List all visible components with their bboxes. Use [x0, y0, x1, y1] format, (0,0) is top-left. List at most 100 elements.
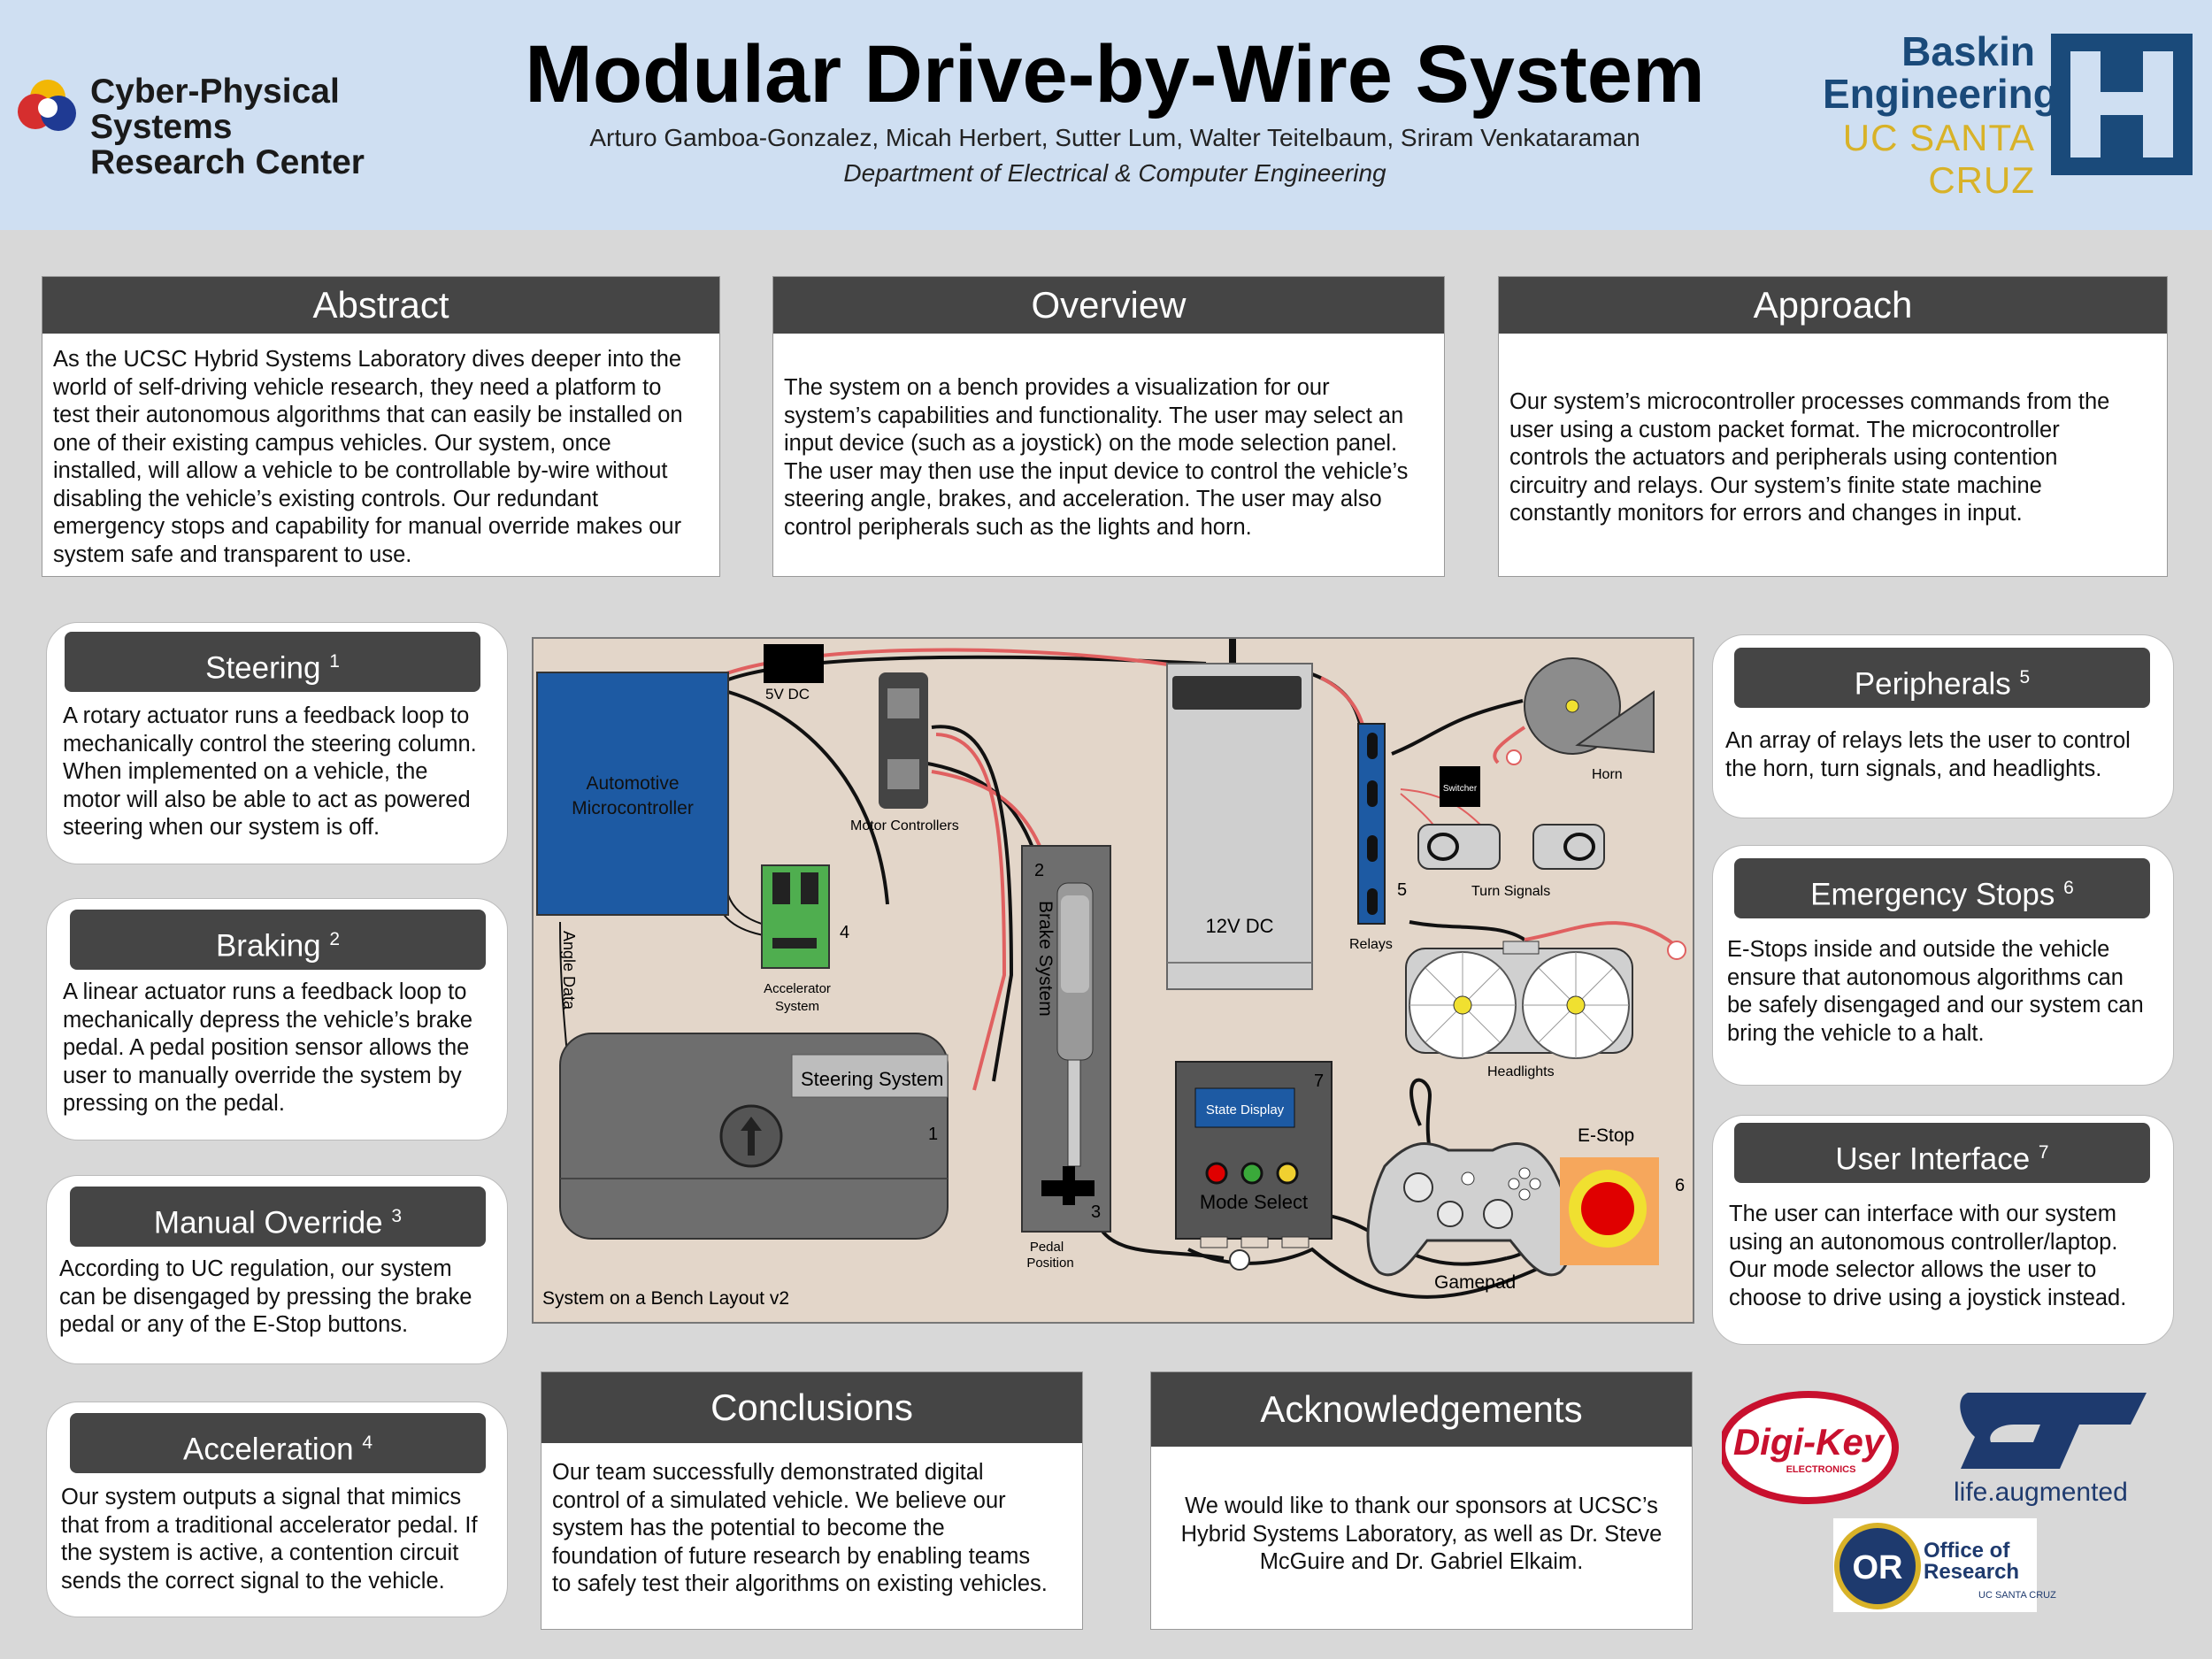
wire [1391, 699, 1524, 756]
sponsor-logos: Digi-Key ELECTRONICS life.augmented OR O… [1718, 1371, 2182, 1619]
diagram-canvas: 5V DC Automotive Microcontroller Motor C… [536, 639, 1686, 1309]
wire [727, 690, 889, 905]
steering-line: mechanically control the steering column… [63, 731, 477, 757]
acceleration-line: Our system outputs a signal that mimics [61, 1485, 462, 1509]
wire [1524, 921, 1677, 947]
user-interface-line: choose to drive using a joystick instead… [1729, 1285, 2127, 1310]
steering-ref: 1 [329, 651, 340, 672]
label-mode-select: Mode Select [1200, 1191, 1308, 1213]
org-name-line1: Cyber-Physical Systems [90, 73, 340, 146]
peripherals-box: Peripherals 5 An array of relays lets th… [1712, 634, 2174, 818]
st-logo-icon [1960, 1393, 2147, 1469]
label-num-4: 4 [840, 923, 849, 942]
estops-ref: 6 [2063, 878, 2074, 898]
estops-line: bring the vehicle to a halt. [1727, 1020, 1985, 1046]
braking-line: pressing on the pedal. [63, 1091, 285, 1116]
braking-line: user to manually override the system by [63, 1063, 462, 1088]
overview-line: The system on a bench provides a visuali… [784, 375, 1330, 400]
steering-line: When implemented on a vehicle, the [63, 759, 428, 784]
st-tagline: life.augmented [1954, 1478, 2128, 1507]
abstract-line: installed, will allow a vehicle to be co… [53, 458, 668, 483]
estops-line: be safely disengaged and our system can [1727, 993, 2144, 1018]
user-interface-title: User Interface [1835, 1141, 2031, 1177]
poster-title: Modular Drive-by-Wire System [525, 29, 1705, 119]
power-supply-terminal [1172, 676, 1302, 710]
wire [1409, 1078, 1438, 1179]
manual-override-ref: 3 [391, 1206, 403, 1226]
estops-line: E-Stops inside and outside the vehicle [1727, 937, 2110, 962]
poster-department: Department of Electrical & Computer Engi… [843, 159, 1386, 187]
overview-heading: Overview [773, 277, 1444, 334]
label-num-6: 6 [1675, 1176, 1685, 1195]
estops-line: ensure that autonomous algorithms can [1727, 964, 2124, 990]
wire [935, 733, 1007, 1091]
braking-line: mechanically depress the vehicle’s brake [63, 1007, 473, 1033]
abstract-line: disabling the vehicle’s existing control… [53, 486, 599, 511]
user-interface-line: The user can interface with our system [1729, 1202, 2116, 1226]
label-gamepad: Gamepad [1434, 1272, 1516, 1293]
connector [1667, 941, 1686, 960]
school-name-line3: UC SANTA CRUZ [1842, 117, 2035, 201]
conclusions-line: Our team successfully demonstrated digit… [552, 1460, 984, 1485]
turn-signal-right-icon [1563, 833, 1595, 861]
acknowledgements-heading: Acknowledgements [1151, 1372, 1692, 1447]
label-num-7: 7 [1314, 1071, 1324, 1091]
approach-line: circuitry and relays. Our system’s finit… [1509, 472, 2042, 498]
label-state-display: State Display [1206, 1102, 1285, 1118]
org-name-line2: Research Center [90, 143, 365, 181]
user-interface-line: using an autonomous controller/laptop. [1729, 1229, 2118, 1255]
horn-bell [1575, 690, 1655, 754]
label-angle-data: Angle Data [560, 931, 578, 1010]
label-12v: 12V DC [1205, 915, 1273, 937]
user-interface-line: Our mode selector allows the user to [1729, 1257, 2097, 1282]
mode-led-green [1240, 1162, 1263, 1185]
steering-title: Steering [205, 650, 321, 686]
abstract-line: emergency stops and capability for manua… [53, 514, 682, 539]
manual-override-line: pedal or any of the E-Stop buttons. [59, 1312, 409, 1337]
microcontroller [536, 672, 729, 916]
braking-box: Braking 2 A linear actuator runs a feedb… [46, 898, 508, 1141]
abstract-line: world of self-driving vehicle research, … [53, 374, 662, 400]
motor-controller-2 [887, 759, 919, 789]
label-num-1: 1 [928, 1125, 938, 1144]
acknowledgements-line: McGuire and Dr. Gabriel Elkaim. [1259, 1549, 1584, 1574]
gamepad [1366, 1142, 1573, 1277]
braking-ref: 2 [329, 929, 341, 949]
conclusions-heading: Conclusions [541, 1372, 1082, 1443]
overview-line: control peripherals such as the lights a… [784, 514, 1252, 540]
label-pedal-1: Pedal [1030, 1240, 1064, 1255]
acceleration-line: sends the correct signal to the vehicle. [61, 1568, 445, 1594]
acceleration-title: Acceleration [182, 1432, 354, 1467]
estop-button [1581, 1182, 1634, 1235]
poster-header: Cyber-Physical Systems Research Center M… [0, 0, 2212, 230]
acknowledgements-line: Hybrid Systems Laboratory, as well as Dr… [1180, 1521, 1663, 1547]
braking-title: Braking [215, 928, 321, 964]
ucsc-building-icon [2051, 34, 2193, 175]
braking-heading: Braking 2 [70, 910, 486, 970]
gamepad-right-stick [1483, 1199, 1513, 1229]
power-supply-12v [1166, 663, 1313, 990]
manual-override-box: Manual Override 3 According to UC regula… [46, 1175, 508, 1364]
peripherals-title: Peripherals [1854, 666, 2011, 702]
digikey-logo-text: Digi-Key [1733, 1421, 1886, 1463]
label-num-3: 3 [1091, 1202, 1101, 1222]
mode-led-red [1205, 1162, 1228, 1185]
label-turn-signals: Turn Signals [1471, 884, 1550, 899]
acceleration-box: Acceleration 4 Our system outputs a sign… [46, 1402, 508, 1617]
label-num-5: 5 [1397, 880, 1407, 900]
manual-override-title: Manual Override [153, 1205, 383, 1240]
overview-line: steering angle, brakes, and acceleration… [784, 487, 1382, 511]
approach-line: constantly monitors for errors and chang… [1509, 501, 2023, 526]
turn-signal-left-icon [1427, 833, 1459, 861]
abstract-line: As the UCSC Hybrid Systems Laboratory di… [53, 347, 682, 372]
peripherals-ref: 5 [2019, 667, 2031, 687]
estops-box: Emergency Stops 6 E-Stops inside and out… [1712, 845, 2174, 1086]
label-5v: 5V DC [765, 686, 810, 703]
label-accelerator-1: Accelerator [764, 981, 831, 996]
wire [931, 725, 1014, 1082]
overview-line: The user may then use the input device t… [784, 458, 1409, 484]
label-accelerator-2: System [775, 999, 819, 1014]
wire [1409, 920, 1526, 941]
label-steering-system: Steering System [801, 1068, 943, 1090]
abstract-line: test their autonomous algorithms that ca… [53, 403, 683, 427]
